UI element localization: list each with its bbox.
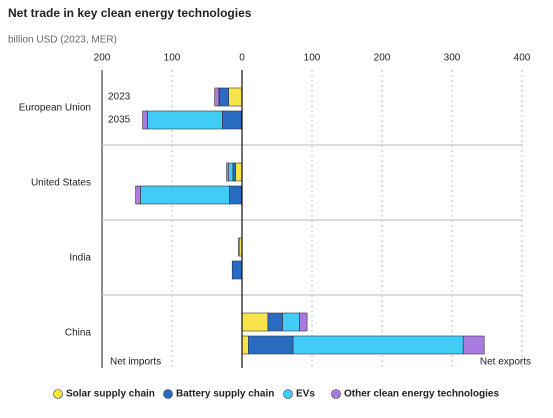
bar-segment xyxy=(235,162,243,182)
legend-label: Battery supply chain xyxy=(176,389,274,400)
bar-segment xyxy=(241,312,269,332)
bar-segment xyxy=(241,335,249,355)
legend-label: EVs xyxy=(296,389,315,400)
x-tick-label: 200 xyxy=(374,53,391,64)
bar-segment xyxy=(267,312,283,332)
legend-marker xyxy=(163,389,173,399)
x-tick-label: 300 xyxy=(444,53,461,64)
x-tick-label: 200 xyxy=(94,53,111,64)
bar-segment xyxy=(140,185,230,205)
group-label: European Union xyxy=(19,103,91,114)
legend-marker xyxy=(331,389,341,399)
bar-segment xyxy=(226,162,230,182)
bar-segment xyxy=(135,185,141,205)
bar-segment xyxy=(228,162,234,182)
legend-marker xyxy=(53,389,63,399)
bar-segment xyxy=(282,312,300,332)
group-label: India xyxy=(69,253,91,264)
legend-marker xyxy=(283,389,293,399)
bar-segment xyxy=(248,335,294,355)
bar-segment xyxy=(229,185,242,205)
legend-label: Other clean energy technologies xyxy=(344,389,499,400)
bar-segment xyxy=(462,335,485,355)
chart-subtitle: billion USD (2023, MER) xyxy=(8,35,117,46)
bar-segment xyxy=(228,87,243,107)
bar-segment xyxy=(147,110,223,130)
bar-segment xyxy=(222,110,242,130)
x-tick-label: 400 xyxy=(514,53,531,64)
bar-segment xyxy=(219,87,230,107)
x-tick-label: 100 xyxy=(304,53,321,64)
bar-segment xyxy=(142,110,148,130)
bar-segment xyxy=(232,162,236,182)
group-label: United States xyxy=(31,178,91,189)
x-tick-label: 0 xyxy=(239,53,245,64)
chart-title: Net trade in key clean energy technologi… xyxy=(8,6,252,20)
bar-segment xyxy=(299,312,308,332)
bar-segment xyxy=(292,335,464,355)
bar-segment xyxy=(238,237,240,257)
legend-label: Solar supply chain xyxy=(66,389,155,400)
annotation: Net imports xyxy=(110,357,161,368)
annotation: Net exports xyxy=(480,357,531,368)
group-label: China xyxy=(65,328,92,339)
bar-segment xyxy=(214,87,220,107)
year-label: 2023 xyxy=(108,92,131,103)
year-label: 2035 xyxy=(108,115,131,126)
x-tick-label: 100 xyxy=(164,53,181,64)
bar-segment xyxy=(231,260,243,280)
